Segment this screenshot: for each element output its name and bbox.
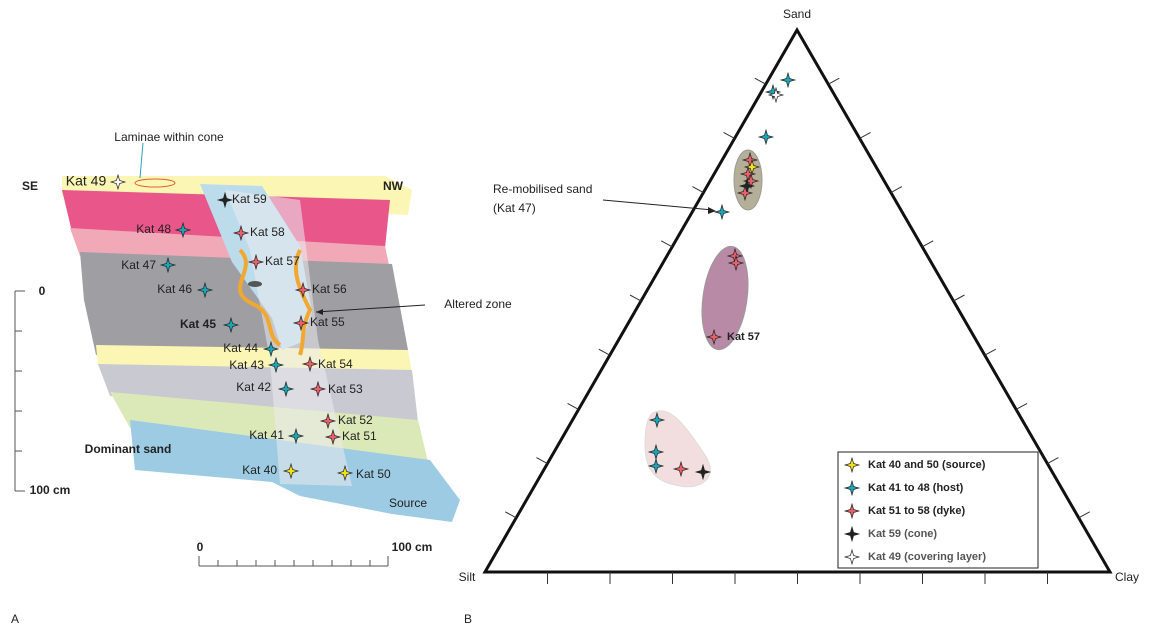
shape (134, 178, 176, 188)
annotation: Laminae within cone (114, 130, 224, 144)
axis-tick (567, 402, 579, 410)
sample-label: Kat 43 (229, 358, 264, 372)
shape (14, 290, 389, 567)
axis-tick (828, 77, 840, 85)
panel-label: A (11, 612, 19, 626)
sample-label: Kat 51 (342, 429, 377, 443)
shape (198, 556, 389, 567)
sample-marker (714, 204, 730, 220)
axis-tick (953, 294, 965, 302)
panel-label: B (464, 612, 472, 626)
note: Altered zone (444, 297, 512, 311)
sample-label: Kat 58 (250, 225, 285, 239)
axis-tick (692, 186, 704, 194)
shape (708, 207, 716, 214)
shape (110, 392, 428, 462)
note: Dominant sand (85, 442, 172, 456)
sample-marker (765, 84, 781, 100)
shape (315, 304, 426, 313)
sample-marker (780, 72, 796, 88)
scale-label: 0 (39, 284, 46, 298)
vertex-label: Sand (783, 7, 811, 21)
sample-marker (768, 87, 784, 103)
sample-marker (758, 129, 774, 145)
axis-tick (723, 131, 735, 139)
axis-tick (536, 457, 548, 465)
sample-label: Kat 55 (310, 315, 345, 329)
shape (139, 142, 144, 179)
scale-label: 100 cm (30, 483, 71, 497)
sample-label: Kat 41 (249, 428, 284, 442)
legend-entry: Kat 40 and 50 (source) (868, 459, 986, 471)
legend-entry: Kat 59 (cone) (868, 528, 937, 540)
sample-label: Kat 40 (242, 463, 277, 477)
axis-tick (598, 348, 611, 356)
legend-entry: Kat 49 (covering layer) (868, 551, 986, 563)
sample-label: Kat 54 (318, 357, 353, 371)
vertex-label: Silt (459, 570, 476, 584)
sample-label: Kat 48 (136, 222, 171, 236)
axis-tick (859, 131, 871, 139)
shape (316, 309, 323, 315)
axis-tick (1078, 511, 1090, 519)
shape (701, 245, 749, 351)
axis-tick (1047, 457, 1059, 465)
axis-tick (629, 294, 642, 302)
sample-label: Kat 49 (66, 173, 107, 189)
annotation: Re-mobilised sand (493, 182, 592, 196)
axis-tick (504, 511, 517, 519)
shape (14, 290, 25, 492)
shape (248, 281, 262, 287)
axis-tick (984, 348, 997, 356)
sample-label: Kat 53 (328, 382, 363, 396)
sample-label: Kat 45 (180, 317, 216, 331)
sample-label: Kat 52 (338, 413, 373, 427)
axis-tick (660, 240, 673, 248)
orientation-label: SE (22, 179, 38, 193)
vertex-label: Clay (1115, 570, 1139, 584)
sample-label: Kat 42 (236, 380, 271, 394)
note: Source (389, 496, 427, 510)
sample-label: Kat 47 (121, 258, 156, 272)
shape (238, 248, 313, 356)
scale-label: 100 cm (392, 540, 433, 554)
shape (602, 199, 714, 211)
orientation-label: NW (383, 179, 404, 193)
sample-label: Kat 44 (223, 341, 258, 355)
shape (98, 364, 418, 422)
shape (837, 451, 1039, 569)
sample-label: Kat 59 (232, 192, 267, 206)
axis-tick (921, 240, 934, 248)
sample-label: Kat 56 (312, 282, 347, 296)
annotation: (Kat 47) (493, 201, 536, 215)
sample-label: Kat 57 (265, 254, 300, 268)
legend-entry: Kat 41 to 48 (host) (868, 482, 964, 494)
axis-tick (1015, 402, 1028, 410)
shape (504, 77, 1090, 584)
annotation: Kat 57 (727, 331, 760, 343)
axis-tick (890, 186, 903, 194)
legend-entry: Kat 51 to 58 (dyke) (868, 505, 966, 517)
sample-label: Kat 50 (356, 467, 391, 481)
sample-label: Kat 46 (157, 282, 192, 296)
shape (80, 252, 408, 355)
axis-tick (754, 77, 767, 85)
shape (644, 410, 711, 488)
scale-label: 0 (197, 540, 204, 554)
